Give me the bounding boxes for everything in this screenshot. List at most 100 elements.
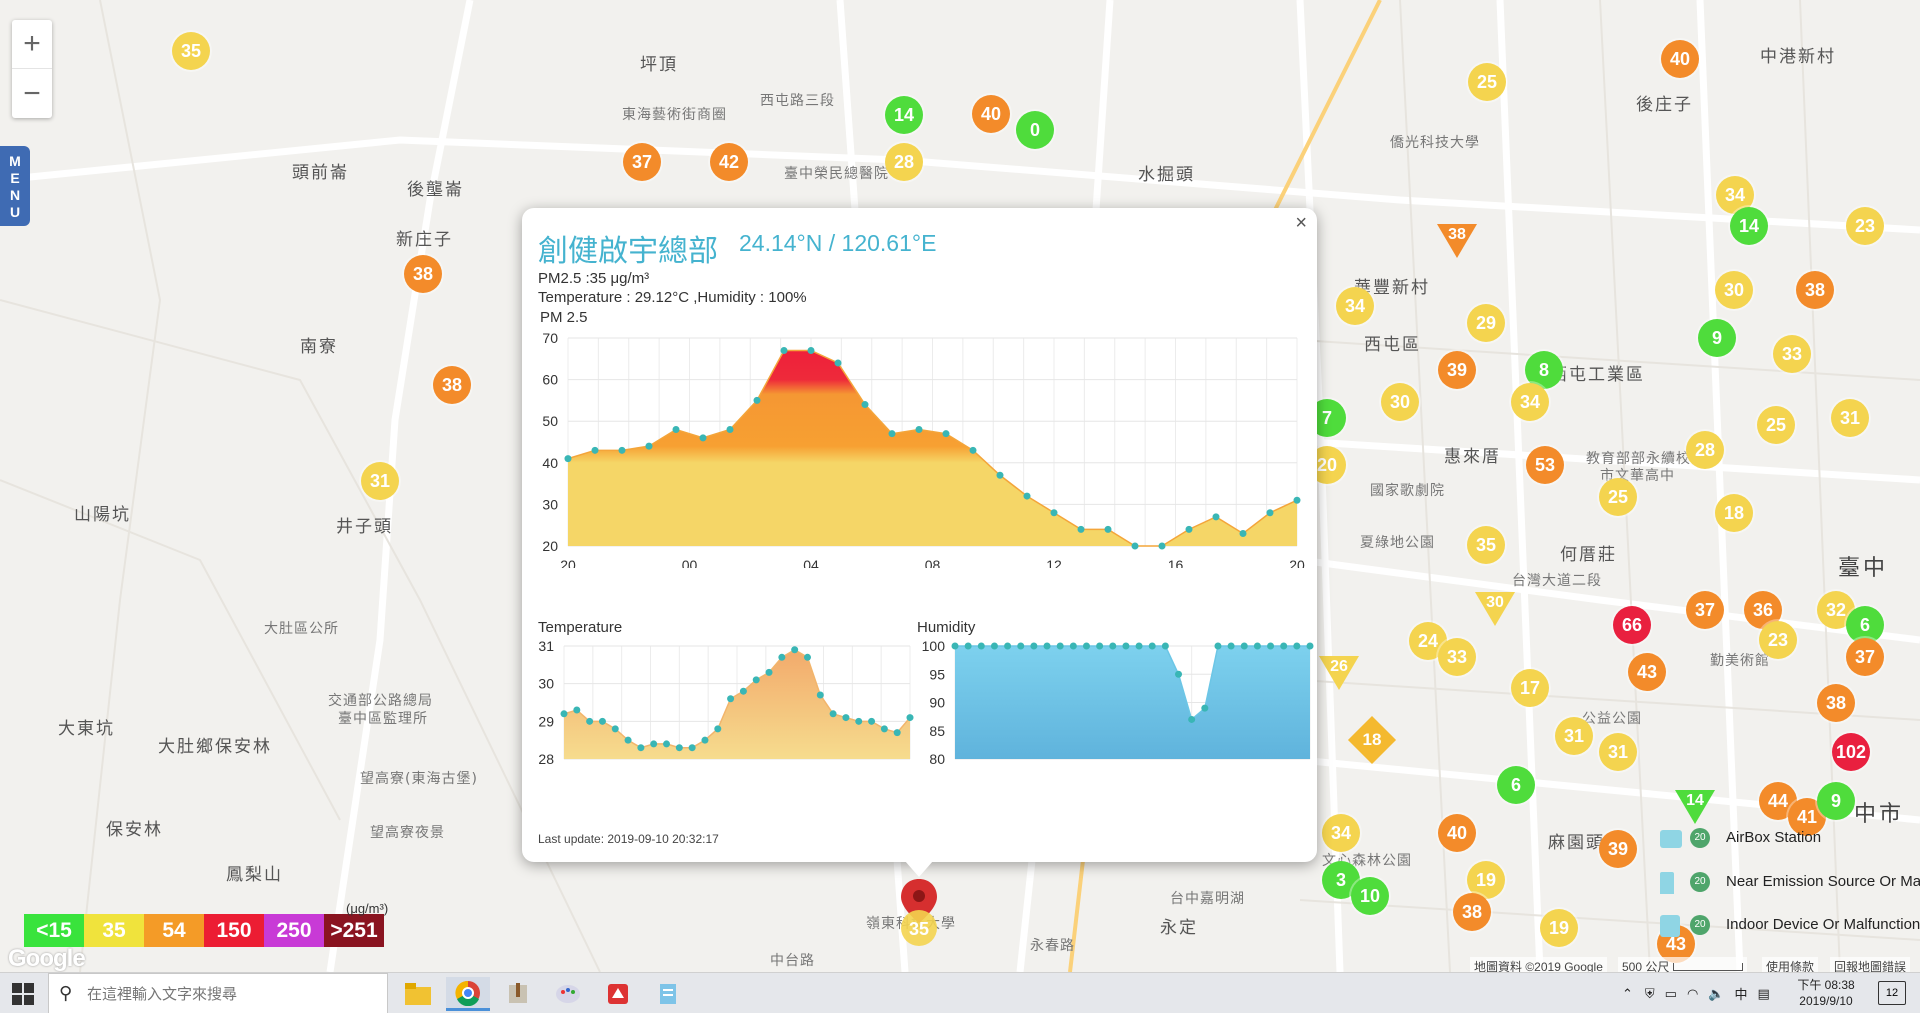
aqi-station-marker[interactable]: 19 bbox=[1467, 861, 1505, 899]
chrome-app[interactable] bbox=[446, 977, 490, 1011]
aqi-station-marker[interactable]: 53 bbox=[1526, 446, 1564, 484]
selected-location-pin[interactable]: 35 bbox=[899, 877, 939, 957]
aqi-station-marker[interactable]: 14 bbox=[885, 96, 923, 134]
file-explorer-app[interactable] bbox=[396, 977, 440, 1011]
data-point bbox=[1017, 642, 1025, 650]
aqi-station-marker[interactable]: 40 bbox=[972, 95, 1010, 133]
aqi-station-marker[interactable]: 28 bbox=[885, 143, 923, 181]
aqi-station-marker[interactable]: 38 bbox=[433, 366, 471, 404]
aqi-station-marker[interactable]: 102 bbox=[1832, 733, 1870, 771]
place-label: 南寮 bbox=[300, 337, 338, 357]
aqi-station-marker[interactable]: 10 bbox=[1351, 877, 1389, 915]
network-icon[interactable]: ▭ bbox=[1664, 985, 1677, 1001]
aqi-station-marker[interactable]: 40 bbox=[1661, 40, 1699, 78]
notepad-app[interactable] bbox=[646, 977, 690, 1011]
taskbar-search[interactable]: ⚲ bbox=[48, 973, 388, 1013]
aqi-station-marker[interactable]: 18 bbox=[1715, 494, 1753, 532]
aqi-station-marker[interactable]: 34 bbox=[1322, 814, 1360, 852]
zoom-out-button[interactable]: − bbox=[23, 76, 41, 110]
aqi-station-marker[interactable]: 23 bbox=[1846, 207, 1884, 245]
palette-app[interactable] bbox=[546, 977, 590, 1011]
series-line bbox=[563, 648, 911, 749]
aqi-station-marker[interactable]: 0 bbox=[1016, 111, 1054, 149]
notification-center-icon[interactable]: 12 bbox=[1878, 981, 1906, 1005]
aqi-station-marker[interactable]: 31 bbox=[1831, 399, 1869, 437]
aqi-station-marker[interactable]: 38 bbox=[404, 255, 442, 293]
place-label: 國家歌劇院 bbox=[1370, 483, 1445, 499]
report-map-error-link[interactable]: 回報地圖錯誤 bbox=[1830, 957, 1911, 976]
aqi-station-marker[interactable]: 40 bbox=[1438, 814, 1476, 852]
aqi-station-marker[interactable]: 6 bbox=[1846, 606, 1884, 644]
aqi-station-marker[interactable]: 9 bbox=[1817, 782, 1855, 820]
place-label: 夏綠地公園 bbox=[1360, 535, 1435, 551]
humidity-chart-title: Humidity bbox=[917, 619, 976, 636]
emission-source-marker[interactable]: 26 bbox=[1319, 656, 1359, 690]
place-label: 永春路 bbox=[1030, 938, 1075, 954]
place-label: 公益公園 bbox=[1582, 711, 1642, 727]
aqi-station-marker[interactable]: 28 bbox=[1686, 431, 1724, 469]
aqi-station-marker[interactable]: 19 bbox=[1540, 909, 1578, 947]
emission-source-marker[interactable]: 14 bbox=[1675, 790, 1715, 824]
aqi-station-marker[interactable]: 43 bbox=[1628, 653, 1666, 691]
aqi-station-marker[interactable]: 8 bbox=[1525, 351, 1563, 389]
data-point bbox=[701, 736, 709, 744]
close-icon[interactable]: × bbox=[1295, 212, 1307, 234]
aqi-station-marker[interactable]: 38 bbox=[1817, 684, 1855, 722]
emission-source-marker[interactable]: 30 bbox=[1475, 592, 1515, 626]
aqi-station-marker[interactable]: 25 bbox=[1599, 478, 1637, 516]
aqi-station-marker[interactable]: 30 bbox=[1715, 271, 1753, 309]
marker-value: 14 bbox=[1686, 792, 1704, 809]
search-input[interactable] bbox=[87, 975, 367, 1013]
aqi-station-marker[interactable]: 44 bbox=[1759, 782, 1797, 820]
aqi-station-marker[interactable]: 31 bbox=[1555, 717, 1593, 755]
aqi-station-marker[interactable]: 17 bbox=[1511, 669, 1549, 707]
aqi-station-marker[interactable]: 35 bbox=[172, 32, 210, 70]
aqi-station-marker[interactable]: 23 bbox=[1759, 621, 1797, 659]
place-label: 西屯工業區 bbox=[1550, 365, 1645, 385]
menu-tab[interactable]: M E N U bbox=[0, 146, 30, 226]
aqi-station-marker[interactable]: 6 bbox=[1497, 766, 1535, 804]
data-point bbox=[1161, 642, 1169, 650]
marker-value: 38 bbox=[1448, 226, 1466, 243]
taskbar-clock[interactable]: 下午 08:38 2019/9/10 bbox=[1790, 977, 1862, 1009]
aqi-station-marker[interactable]: 37 bbox=[623, 143, 661, 181]
volume-icon[interactable]: 🔈 bbox=[1708, 985, 1725, 1001]
aqi-station-marker[interactable]: 34 bbox=[1511, 383, 1549, 421]
aqi-station-marker[interactable]: 39 bbox=[1438, 351, 1476, 389]
aqi-station-marker[interactable]: 35 bbox=[1467, 526, 1505, 564]
aqi-station-marker[interactable]: 25 bbox=[1757, 406, 1795, 444]
aqi-station-marker[interactable]: 38 bbox=[1796, 271, 1834, 309]
aqi-station-marker[interactable]: 39 bbox=[1599, 830, 1637, 868]
paint-app[interactable] bbox=[496, 977, 540, 1011]
data-point bbox=[753, 396, 761, 404]
aqi-station-marker[interactable]: 33 bbox=[1438, 638, 1476, 676]
aqi-station-marker[interactable]: 66 bbox=[1613, 606, 1651, 644]
windows-start-icon[interactable] bbox=[12, 983, 34, 1005]
aqi-station-marker[interactable]: 14 bbox=[1730, 207, 1768, 245]
zoom-in-button[interactable]: + bbox=[12, 20, 52, 69]
emission-source-marker[interactable]: 38 bbox=[1437, 224, 1477, 258]
data-point bbox=[624, 736, 632, 744]
aqi-station-marker[interactable]: 33 bbox=[1773, 335, 1811, 373]
sketchup-app[interactable] bbox=[596, 977, 640, 1011]
aqi-station-marker[interactable]: 30 bbox=[1381, 383, 1419, 421]
aqi-station-marker[interactable]: 37 bbox=[1846, 638, 1884, 676]
input-language[interactable]: 中 bbox=[1734, 987, 1748, 1002]
aqi-station-marker[interactable]: 29 bbox=[1467, 304, 1505, 342]
place-label: 東海藝術街商圈 bbox=[622, 107, 727, 123]
aqi-station-marker[interactable]: 31 bbox=[1599, 733, 1637, 771]
aqi-station-marker[interactable]: 31 bbox=[361, 462, 399, 500]
ime-icon[interactable]: ▤ bbox=[1757, 985, 1770, 1001]
aqi-station-marker[interactable]: 42 bbox=[710, 143, 748, 181]
chevron-up-icon[interactable]: ⌃ bbox=[1622, 985, 1633, 1001]
wifi-icon[interactable]: ◠ bbox=[1686, 985, 1699, 1001]
aqi-station-marker[interactable]: 34 bbox=[1336, 287, 1374, 325]
aqi-station-marker[interactable]: 38 bbox=[1453, 893, 1491, 931]
aqi-station-marker[interactable]: 9 bbox=[1698, 319, 1736, 357]
aqi-station-marker[interactable]: 25 bbox=[1468, 63, 1506, 101]
marker-value: 26 bbox=[1330, 658, 1348, 675]
data-point bbox=[1056, 642, 1064, 650]
aqi-station-marker[interactable]: 37 bbox=[1686, 591, 1724, 629]
shield-icon[interactable]: ⛨ bbox=[1644, 985, 1655, 1001]
terms-link[interactable]: 使用條款 bbox=[1762, 957, 1819, 976]
